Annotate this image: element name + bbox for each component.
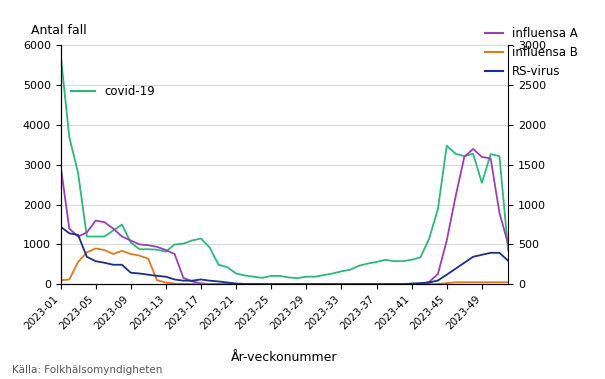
influensa A (215, 282, 222, 287)
covid-19 (92, 234, 99, 239)
Line: covid-19: covid-19 (60, 53, 508, 278)
influensa A (469, 147, 477, 151)
influensa B (189, 282, 196, 287)
Line: influensa A: influensa A (60, 149, 508, 284)
RS-virus (276, 282, 284, 287)
X-axis label: År-veckonummer: År-veckonummer (231, 351, 338, 364)
covid-19 (478, 180, 485, 185)
Line: RS-virus: RS-virus (60, 227, 508, 284)
influensa B (92, 246, 99, 251)
Line: influensa B: influensa B (60, 249, 508, 284)
influensa B (505, 280, 512, 285)
Legend: influensa A, influensa B, RS-virus: influensa A, influensa B, RS-virus (480, 23, 583, 83)
Text: Källa: Folkhälsomyndigheten: Källa: Folkhälsomyndigheten (12, 365, 163, 375)
RS-virus (478, 252, 485, 257)
influensa A (276, 282, 284, 287)
influensa B (232, 282, 240, 287)
RS-virus (250, 282, 257, 287)
influensa A (505, 242, 512, 247)
influensa B (101, 248, 108, 252)
influensa A (57, 163, 64, 167)
RS-virus (355, 282, 362, 287)
influensa A (92, 218, 99, 223)
influensa B (285, 282, 292, 287)
influensa A (302, 282, 310, 287)
influensa A (355, 282, 362, 287)
RS-virus (57, 224, 64, 229)
covid-19 (57, 51, 64, 56)
covid-19 (338, 269, 345, 274)
covid-19 (294, 276, 301, 280)
covid-19 (215, 263, 222, 267)
influensa A (338, 282, 345, 287)
influensa B (312, 282, 319, 287)
influensa B (347, 282, 354, 287)
RS-virus (338, 282, 345, 287)
influensa A (224, 282, 231, 287)
RS-virus (215, 279, 222, 284)
influensa B (57, 278, 64, 283)
RS-virus (92, 259, 99, 263)
Text: Antal fall: Antal fall (31, 24, 87, 37)
covid-19 (505, 249, 512, 253)
RS-virus (505, 258, 512, 263)
influensa B (364, 282, 371, 287)
covid-19 (267, 274, 275, 278)
covid-19 (355, 263, 362, 268)
